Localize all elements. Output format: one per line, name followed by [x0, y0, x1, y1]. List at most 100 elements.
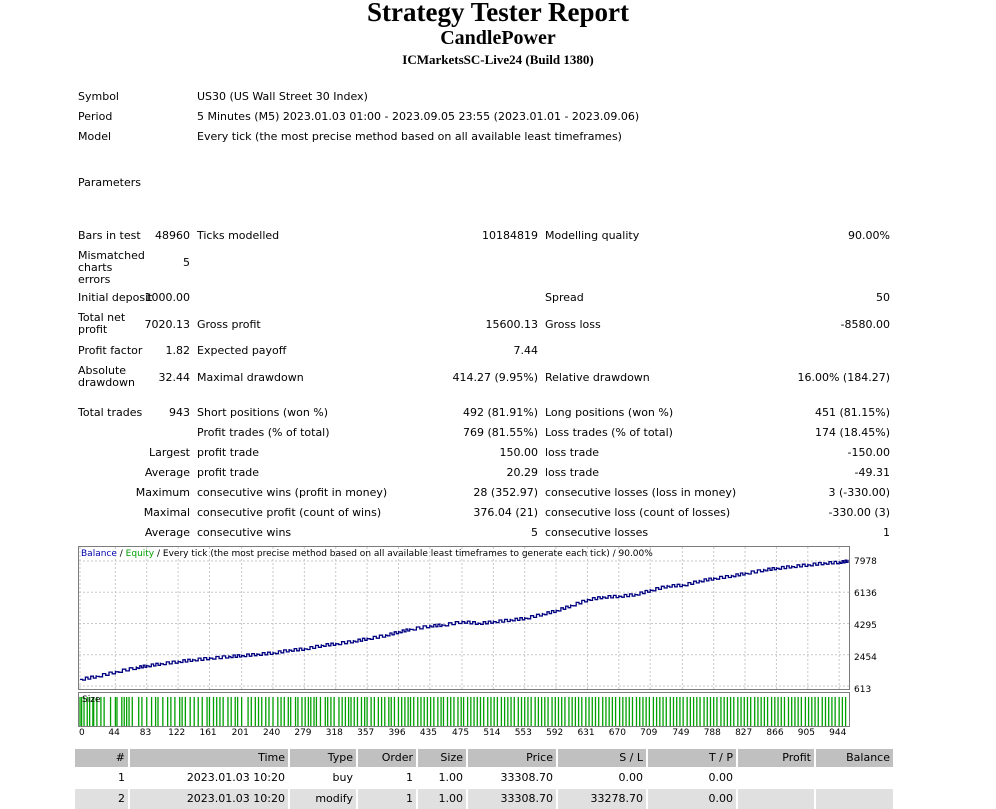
largest-profit-value: 150.00 — [499, 446, 539, 459]
bars-value: 48960 — [155, 229, 190, 242]
spread-value: 50 — [876, 291, 890, 304]
legend-balance: Balance — [81, 549, 117, 559]
table-cell: 1.00 — [438, 771, 464, 784]
y-tick-label: 6136 — [854, 589, 877, 599]
x-tick-label: 279 — [294, 728, 312, 738]
grossprofit-label: Gross profit — [197, 318, 261, 331]
table-cell: 2 — [75, 789, 128, 809]
x-tick-label: 709 — [640, 728, 658, 738]
bars-label: Bars in test — [78, 229, 141, 242]
payoff-label: Expected payoff — [197, 344, 287, 357]
expert-name: CandlePower — [440, 27, 556, 49]
ticks-label: Ticks modelled — [197, 229, 280, 242]
maxloss-value: -330.00 (3) — [828, 506, 890, 519]
maxlosses-value: 3 (-330.00) — [828, 486, 890, 499]
table-cell: 1 — [406, 771, 413, 784]
x-tick-label: 396 — [388, 728, 406, 738]
table-cell — [738, 789, 814, 809]
x-tick-label: 318 — [325, 728, 343, 738]
largest-loss-label: loss trade — [545, 446, 600, 459]
avglosses-label: consecutive losses — [545, 526, 649, 539]
average-profit-value: 20.29 — [506, 466, 539, 479]
parameters-label: Parameters — [78, 176, 141, 189]
report-title: Strategy Tester Report — [367, 0, 629, 27]
average-profit-label: profit trade — [197, 466, 260, 479]
pf-value: 1.82 — [165, 344, 191, 357]
largest-loss-value: -150.00 — [847, 446, 890, 459]
col-header-tp: T / P — [648, 749, 736, 767]
size-chart-label: Size — [82, 695, 101, 705]
spread-label: Spread — [545, 291, 584, 304]
average-loss-value: -49.31 — [854, 466, 890, 479]
ltrades-label: Loss trades (% of total) — [545, 426, 673, 439]
netprofit-label: Total net profit — [78, 311, 126, 336]
chart-legend: Balance / Equity / Every tick (the most … — [81, 549, 653, 559]
deposit-label: Initial deposit — [78, 291, 153, 304]
x-tick-label: 435 — [419, 728, 437, 738]
reldd-label: Relative drawdown — [545, 371, 650, 384]
x-tick-label: 670 — [608, 728, 626, 738]
legend-sep: / — [116, 549, 126, 559]
col-header-time: Time — [130, 749, 288, 767]
table-cell: 0.00 — [618, 771, 644, 784]
col-header-price: Price — [468, 749, 556, 767]
grossloss-label: Gross loss — [545, 318, 601, 331]
x-tick-label: 83 — [139, 728, 152, 738]
ltrades-value: 174 (18.45%) — [814, 426, 890, 439]
server-name: ICMarketsSC-Live24 (Build 1380) — [402, 52, 594, 67]
table-cell: 1 — [118, 771, 125, 784]
x-tick-label: 553 — [514, 728, 532, 738]
payoff-value: 7.44 — [513, 344, 539, 357]
x-tick-label: 631 — [577, 728, 595, 738]
table-cell: 0.00 — [708, 771, 734, 784]
table-cell: 33278.70 — [558, 789, 646, 809]
x-tick-label: 749 — [672, 728, 690, 738]
mismatch-value: 5 — [183, 256, 190, 269]
grossprofit-value: 15600.13 — [485, 318, 539, 331]
x-tick-label: 0 — [79, 728, 85, 738]
mismatch-label: Mismatched charts errors — [78, 249, 145, 286]
table-cell: 2023.01.03 10:20 — [186, 771, 285, 784]
trades-label: Total trades — [78, 406, 143, 419]
x-tick-label: 788 — [703, 728, 721, 738]
netprofit-value: 7020.13 — [144, 318, 191, 331]
table-cell — [816, 789, 893, 809]
x-tick-label: 592 — [546, 728, 564, 738]
x-tick-label: 475 — [451, 728, 470, 738]
maxwins-label: consecutive wins (profit in money) — [197, 486, 388, 499]
symbol-label: Symbol — [78, 90, 119, 103]
table-cell: 0.00 — [648, 789, 736, 809]
x-tick-label: 122 — [168, 728, 186, 738]
x-tick-label: 827 — [735, 728, 753, 738]
x-tick-label: 514 — [483, 728, 501, 738]
maxprofit-value: 376.04 (21) — [473, 506, 538, 519]
avglosses-value: 1 — [883, 526, 890, 539]
x-tick-label: 944 — [829, 728, 847, 738]
maximal-label: Maximal — [143, 506, 190, 519]
col-header-type: Type — [290, 749, 356, 767]
ptrades-value: 769 (81.55%) — [462, 426, 538, 439]
average2-label: Average — [144, 526, 190, 539]
model-value: Every tick (the most precise method base… — [197, 130, 622, 143]
table-cell: 1 — [358, 789, 416, 809]
x-tick-label: 866 — [766, 728, 784, 738]
reldd-value: 16.00% (184.27) — [797, 371, 890, 384]
quality-label: Modelling quality — [545, 229, 640, 242]
table-cell: 2023.01.03 10:20 — [130, 789, 288, 809]
maxprofit-label: consecutive profit (count of wins) — [197, 506, 382, 519]
table-cell: buy — [332, 771, 353, 784]
size-chart-svg — [79, 697, 847, 726]
maxlosses-label: consecutive losses (loss in money) — [545, 486, 737, 499]
pf-label: Profit factor — [78, 344, 143, 357]
table-cell: 1.00 — [418, 789, 466, 809]
short-label: Short positions (won %) — [197, 406, 329, 419]
maximum-label: Maximum — [135, 486, 190, 499]
balance-chart-svg — [79, 547, 849, 689]
legend-description: / Every tick (the most precise method ba… — [154, 549, 653, 559]
y-tick-label: 4295 — [854, 621, 877, 631]
x-tick-label: 240 — [263, 728, 281, 738]
model-label: Model — [78, 130, 112, 143]
col-header-number: # — [75, 749, 128, 767]
symbol-value: US30 (US Wall Street 30 Index) — [197, 90, 368, 103]
maxwins-value: 28 (352.97) — [473, 486, 538, 499]
